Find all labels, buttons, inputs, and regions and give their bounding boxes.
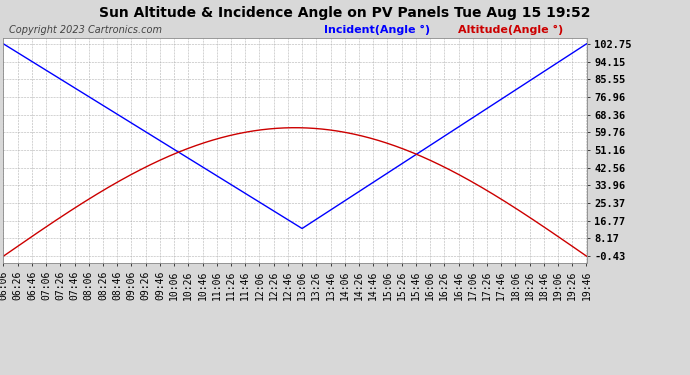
Text: Copyright 2023 Cartronics.com: Copyright 2023 Cartronics.com: [9, 25, 162, 35]
Text: Incident(Angle °): Incident(Angle °): [324, 25, 431, 35]
Text: Sun Altitude & Incidence Angle on PV Panels Tue Aug 15 19:52: Sun Altitude & Incidence Angle on PV Pan…: [99, 6, 591, 20]
Text: Altitude(Angle °): Altitude(Angle °): [458, 25, 564, 35]
